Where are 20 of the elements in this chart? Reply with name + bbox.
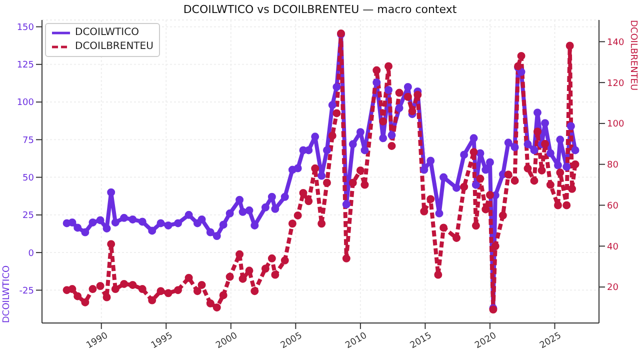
- y2-tick-label: 120: [607, 78, 624, 89]
- legend-label: DCOILBRENTEU: [75, 40, 154, 54]
- y2-axis-title: DCOILBRENTEU: [628, 20, 638, 93]
- chart-title: DCOILWTICO vs DCOILBRENTEU — macro context: [182, 3, 458, 16]
- y2-tick-label: 60: [607, 201, 619, 212]
- y2-tick-label: 80: [607, 160, 619, 171]
- y-tick-label: 0: [28, 248, 34, 259]
- y-axis-title: DCOILWTICO: [2, 264, 12, 323]
- y2-tick-label: 40: [607, 242, 619, 252]
- y-tick-label: 150: [16, 22, 34, 33]
- y-tick-label: 100: [16, 98, 34, 108]
- y2-tick-label: 100: [607, 120, 624, 130]
- y2-tick-label: 140: [607, 38, 624, 48]
- y-tick-label: 50: [22, 173, 34, 184]
- legend-label: DCOILWTICO: [75, 26, 139, 40]
- y-tick-label: 25: [22, 211, 34, 222]
- y-tick-label: 75: [22, 136, 34, 146]
- y-tick-label: 125: [16, 60, 34, 71]
- y-tick-label: -25: [19, 286, 34, 296]
- y2-tick-label: 20: [607, 283, 619, 294]
